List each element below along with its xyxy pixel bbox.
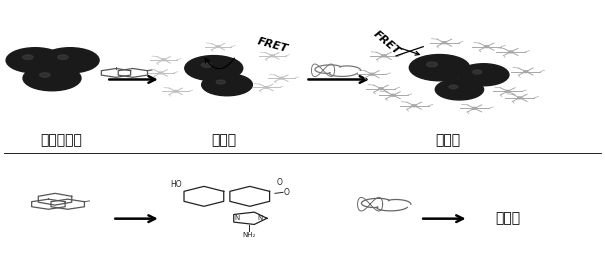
Circle shape — [506, 90, 510, 92]
Circle shape — [412, 105, 416, 107]
Circle shape — [201, 63, 212, 67]
Circle shape — [509, 51, 513, 53]
Circle shape — [41, 48, 99, 73]
Circle shape — [174, 91, 178, 92]
Circle shape — [485, 46, 489, 48]
Text: N: N — [235, 215, 240, 221]
Text: 强荧光: 强荧光 — [435, 133, 460, 147]
Circle shape — [270, 55, 274, 57]
Circle shape — [379, 88, 383, 89]
FancyArrowPatch shape — [205, 58, 235, 69]
Circle shape — [216, 80, 225, 84]
Text: O: O — [284, 188, 289, 197]
Circle shape — [473, 70, 482, 74]
Circle shape — [427, 62, 437, 67]
Circle shape — [449, 85, 458, 89]
Circle shape — [57, 55, 68, 59]
Circle shape — [23, 65, 81, 91]
Circle shape — [6, 48, 64, 73]
Text: NH₂: NH₂ — [242, 232, 255, 238]
Text: 弱荧光: 弱荧光 — [212, 133, 237, 147]
Circle shape — [473, 107, 477, 109]
Circle shape — [280, 77, 283, 79]
Text: 金纳米颗粒: 金纳米颗粒 — [40, 133, 82, 147]
Circle shape — [524, 71, 528, 73]
Circle shape — [370, 73, 374, 75]
Text: FRET: FRET — [256, 36, 289, 54]
Circle shape — [162, 59, 166, 61]
Text: FRET: FRET — [371, 29, 402, 57]
Circle shape — [216, 46, 220, 48]
Circle shape — [382, 55, 386, 57]
Circle shape — [435, 79, 483, 100]
Circle shape — [22, 55, 33, 59]
Circle shape — [518, 97, 522, 99]
Text: O: O — [276, 178, 283, 187]
Circle shape — [442, 42, 446, 44]
Text: 溶菌酶: 溶菌酶 — [495, 212, 520, 226]
Circle shape — [410, 55, 469, 81]
Circle shape — [201, 74, 252, 96]
Text: HO: HO — [171, 180, 182, 189]
Circle shape — [264, 87, 268, 88]
Circle shape — [458, 64, 509, 86]
Circle shape — [185, 56, 243, 81]
Circle shape — [159, 72, 163, 74]
Circle shape — [391, 94, 395, 96]
Text: N: N — [258, 215, 263, 221]
Circle shape — [39, 73, 50, 77]
